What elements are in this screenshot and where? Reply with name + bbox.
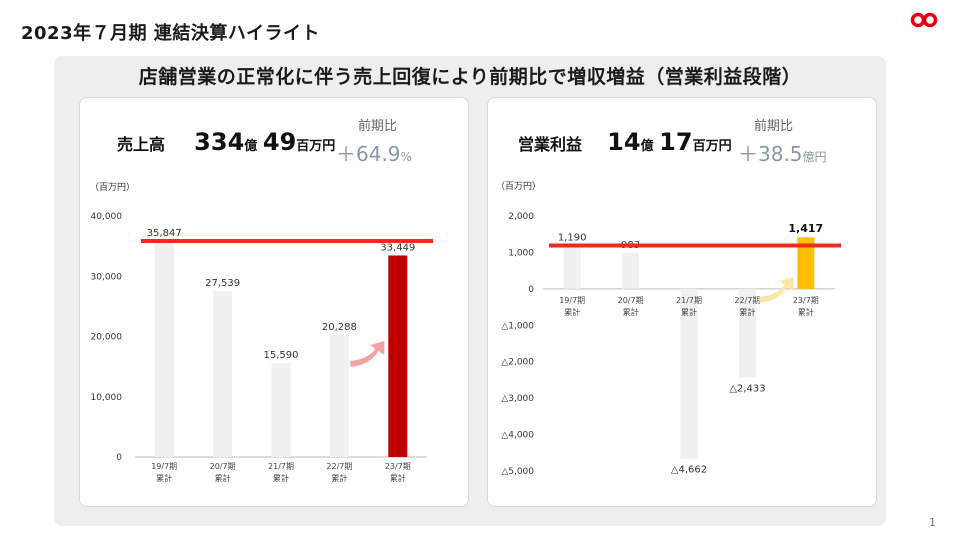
y-tick-label: 20,000 [91,333,123,343]
data-label: 1,190 [558,233,587,244]
category-label: 累計 [390,473,406,483]
data-label: 27,539 [205,278,240,289]
category-label: 20/7期 [210,462,236,471]
growth-arrow-icon [350,341,385,367]
bar [329,334,349,457]
sales-unit-oku: 億 [244,139,258,154]
category-label: 累計 [798,307,814,317]
y-tick-label: 10,000 [91,393,123,403]
category-label: 累計 [156,473,172,483]
y-tick-label: △1,000 [501,321,534,331]
sales-card: 売上高 334億 49百万円 前期比 ＋64.9% （百万円） 0 10,000 20… [79,97,469,507]
operating-income-yoy-value: ＋38.5 [738,142,803,166]
operating-income-yoy-label: 前期比 [754,119,794,134]
operating-income-value-oku: 14 [607,128,641,156]
data-label: △2,433 [729,383,765,394]
category-label: 累計 [215,473,231,483]
y-tick-label: 30,000 [91,272,123,282]
sales-yoy-unit: % [400,150,412,164]
category-label: 累計 [273,473,289,483]
y-tick-label: 2,000 [508,212,534,222]
growth-arrow-icon [759,277,794,303]
operating-income-card: 営業利益 14億 17百万円 前期比 ＋38.5億円 （百万円） 2,000 1,0… [487,97,877,507]
category-label: 21/7期 [268,462,294,471]
y-tick-label: 1,000 [508,248,534,258]
headline: 店舗営業の正常化に伴う売上回復により前期比で増収増益（営業利益段階） [138,66,802,88]
category-label: 23/7期 [385,462,411,471]
sales-yoy-label: 前期比 [358,119,398,134]
category-label: 累計 [623,307,639,317]
sales-chart: （百万円） 0 10,000 20,000 30,000 40,000 35,847 19/7… [90,182,433,483]
y-tick-label: 0 [528,285,534,295]
data-label: △4,662 [671,465,707,476]
bar-highlight [388,255,408,457]
bar [738,288,756,378]
category-label: 19/7期 [559,296,585,305]
bar [622,253,640,289]
sales-kpi: 売上高 334億 49百万円 [117,128,335,156]
category-label: 20/7期 [618,296,644,305]
brand-logo-icon [910,12,938,28]
operating-income-label: 営業利益 [518,135,583,154]
category-label: 23/7期 [793,296,819,305]
bar-highlight [797,237,815,289]
category-label: 累計 [564,307,580,317]
data-label: 15,590 [264,350,299,361]
category-label: 累計 [681,307,697,317]
category-label: 累計 [331,473,347,483]
bar [271,363,291,457]
page-title: 2023年７月期 連結決算ハイライト [21,23,321,44]
y-tick-label: △2,000 [501,358,534,368]
chart-unit-label: （百万円） [90,182,135,193]
data-label: 35,847 [147,228,182,239]
data-label: 20,288 [322,322,357,333]
sales-yoy-value: ＋64.9 [336,142,401,166]
category-label: 22/7期 [326,462,352,471]
operating-income-chart: （百万円） 2,000 1,000 0 △1,000 △2,000 △3,000 △4,000… [496,181,841,477]
operating-income-kpi: 営業利益 14億 17百万円 [518,128,732,156]
sales-unit-million: 百万円 [296,139,336,154]
highlights-panel: 店舗営業の正常化に伴う売上回復により前期比で増収増益（営業利益段階） 売上高 3… [54,56,886,526]
category-label: 累計 [739,307,755,317]
operating-income-unit-oku: 億 [640,139,654,154]
operating-income-yoy-unit: 億円 [802,150,827,164]
y-tick-label: 0 [116,453,122,463]
operating-income-unit-million: 百万円 [692,139,732,154]
category-label: 22/7期 [734,296,760,305]
chart-unit-label: （百万円） [496,181,541,192]
category-label: 19/7期 [151,462,177,471]
operating-income-yoy: ＋38.5億円 [738,138,827,167]
sales-value-million: 49 [262,128,297,156]
operating-income-value-million: 17 [659,128,693,156]
data-label: 33,449 [380,242,415,253]
sales-yoy: ＋64.9% [336,138,412,167]
category-label: 21/7期 [676,296,702,305]
data-label: 1,417 [788,222,823,235]
sales-label: 売上高 [117,135,166,154]
y-tick-label: △5,000 [501,467,534,477]
y-tick-label: △4,000 [501,431,534,441]
bar [213,291,233,457]
sales-value-oku: 334 [194,128,245,156]
bar [154,241,174,457]
y-tick-label: 40,000 [91,212,123,222]
y-tick-label: △3,000 [501,394,534,404]
bar [563,245,581,289]
page-number: 1 [929,516,936,529]
bar [680,288,698,459]
